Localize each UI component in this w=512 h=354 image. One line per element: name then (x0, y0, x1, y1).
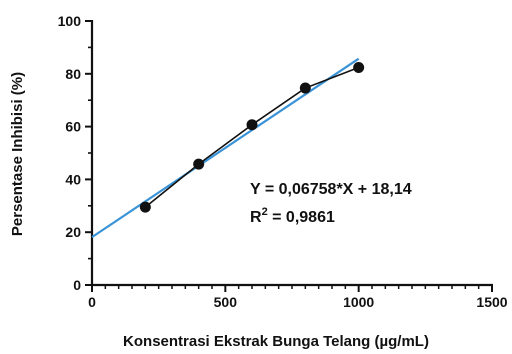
y-tick-label: 100 (58, 13, 82, 29)
x-axis-title: Konsentrasi Ekstrak Bunga Telang (µg/mL) (123, 333, 429, 350)
y-tick-label: 0 (73, 277, 81, 293)
data-point (299, 82, 311, 94)
x-tick-label: 1500 (476, 294, 507, 310)
data-point (353, 61, 365, 73)
y-tick-label: 20 (65, 224, 81, 240)
axes (90, 20, 493, 287)
y-axis-title: Persentase Inhibisi (%) (9, 72, 26, 236)
data-point (139, 201, 151, 213)
regression-equation: Y = 0,06758*X + 18,14 (250, 181, 412, 198)
regression-line (91, 57, 360, 239)
data-point (246, 119, 258, 131)
r-squared-prefix: R (250, 209, 262, 226)
series-group (139, 61, 365, 213)
regression-line-group (91, 57, 360, 239)
equation-text: Y = 0,06758*X + 18,14 (250, 181, 412, 198)
r-squared-superscript: 2 (262, 206, 268, 218)
r-squared: R2 = 0,9861 (250, 206, 335, 226)
r-squared-value: = 0,9861 (268, 209, 335, 226)
x-tick-label: 500 (214, 294, 238, 310)
y-tick-label: 60 (65, 119, 81, 135)
y-tick-label: 40 (65, 171, 81, 187)
data-point (193, 158, 205, 170)
x-tick-label: 1000 (343, 294, 374, 310)
x-tick-label: 0 (88, 294, 96, 310)
y-tick-label: 80 (65, 66, 81, 82)
